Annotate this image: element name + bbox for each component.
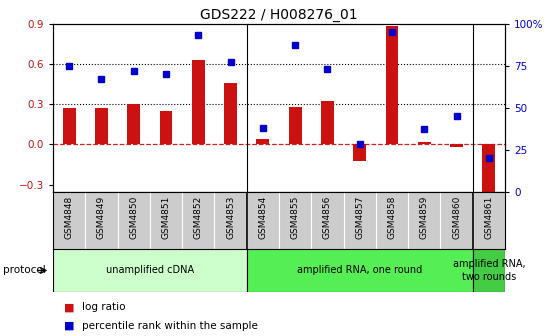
Bar bbox=[53, 249, 247, 292]
Text: percentile rank within the sample: percentile rank within the sample bbox=[82, 321, 258, 331]
Text: unamplified cDNA: unamplified cDNA bbox=[106, 265, 194, 276]
Text: GSM4859: GSM4859 bbox=[420, 196, 429, 240]
Bar bbox=[127, 104, 140, 144]
Bar bbox=[256, 139, 270, 144]
Text: GSM4851: GSM4851 bbox=[161, 196, 171, 240]
Bar bbox=[160, 111, 172, 144]
Title: GDS222 / H008276_01: GDS222 / H008276_01 bbox=[200, 8, 358, 23]
Text: GSM4854: GSM4854 bbox=[258, 196, 267, 239]
Bar bbox=[321, 101, 334, 144]
Text: protocol: protocol bbox=[3, 265, 46, 276]
Text: ■: ■ bbox=[64, 302, 75, 312]
Text: amplified RNA,
two rounds: amplified RNA, two rounds bbox=[453, 259, 525, 282]
Bar bbox=[482, 144, 496, 196]
Text: GSM4856: GSM4856 bbox=[323, 196, 332, 240]
Bar bbox=[473, 249, 505, 292]
Text: GSM4855: GSM4855 bbox=[291, 196, 300, 240]
Text: log ratio: log ratio bbox=[82, 302, 126, 312]
Bar bbox=[353, 144, 366, 161]
Bar bbox=[192, 60, 205, 144]
Text: GSM4848: GSM4848 bbox=[65, 196, 74, 239]
Bar bbox=[62, 108, 75, 144]
Bar bbox=[247, 249, 473, 292]
Bar bbox=[418, 142, 431, 144]
Text: GSM4860: GSM4860 bbox=[452, 196, 461, 240]
Text: GSM4858: GSM4858 bbox=[387, 196, 397, 240]
Bar bbox=[386, 26, 398, 144]
Bar bbox=[288, 107, 301, 144]
Text: GSM4857: GSM4857 bbox=[355, 196, 364, 240]
Text: GSM4852: GSM4852 bbox=[194, 196, 203, 239]
Bar bbox=[95, 108, 108, 144]
Text: ■: ■ bbox=[64, 321, 75, 331]
Bar bbox=[450, 144, 463, 147]
Text: GSM4850: GSM4850 bbox=[129, 196, 138, 240]
Text: GSM4853: GSM4853 bbox=[226, 196, 235, 240]
Bar bbox=[224, 83, 237, 144]
Text: GSM4849: GSM4849 bbox=[97, 196, 106, 239]
Text: GSM4861: GSM4861 bbox=[484, 196, 493, 240]
Text: amplified RNA, one round: amplified RNA, one round bbox=[297, 265, 422, 276]
